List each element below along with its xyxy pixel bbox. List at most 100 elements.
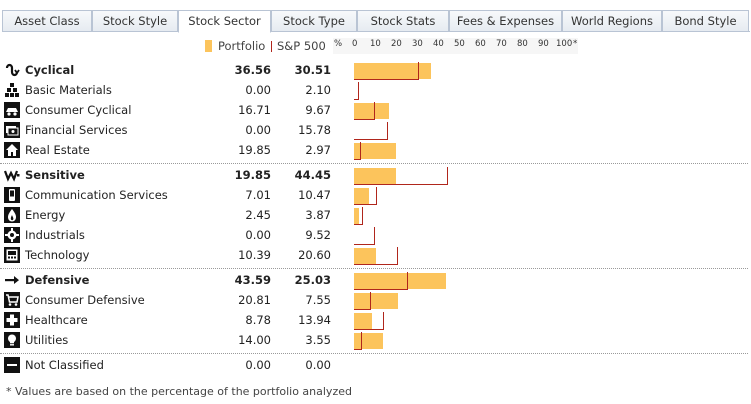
portfolio-value: 16.71 xyxy=(238,103,271,117)
sector-name: Utilities xyxy=(25,333,69,347)
sector-name: Financial Services xyxy=(25,123,128,137)
sector-row-industrials: Industrials 0.00 9.52 xyxy=(4,226,748,246)
benchmark-baseline xyxy=(354,244,374,245)
tab-bond-style[interactable]: Bond Style xyxy=(662,10,749,32)
portfolio-value: 19.85 xyxy=(238,143,271,157)
portfolio-value: 0.00 xyxy=(245,228,271,242)
tab-asset-class[interactable]: Asset Class xyxy=(2,10,92,32)
portfolio-value: 7.01 xyxy=(245,188,271,202)
not-classified-icon xyxy=(4,357,20,373)
benchmark-marker xyxy=(373,227,375,245)
benchmark-marker xyxy=(447,167,449,185)
benchmark-marker xyxy=(374,102,376,120)
basic-materials-icon xyxy=(5,83,19,97)
benchmark-baseline xyxy=(354,99,359,100)
portfolio-value: 0.00 xyxy=(245,358,271,372)
sector-row-real-estate: Real Estate 19.85 2.97 xyxy=(4,141,748,161)
portfolio-value: 2.45 xyxy=(245,208,271,222)
sector-row-financial-services: Financial Services 0.00 15.78 xyxy=(4,121,748,141)
portfolio-value: 8.78 xyxy=(245,313,271,327)
scale-tick: 50 xyxy=(454,39,465,49)
benchmark-baseline xyxy=(354,119,375,120)
benchmark-value: 15.78 xyxy=(298,123,331,137)
utilities-icon xyxy=(4,332,20,348)
portfolio-bar xyxy=(354,143,396,159)
portfolio-bar xyxy=(354,188,369,204)
group-divider xyxy=(0,268,748,269)
tab-stock-style[interactable]: Stock Style xyxy=(92,10,178,32)
benchmark-value: 13.94 xyxy=(298,313,331,327)
energy-icon xyxy=(4,207,20,223)
portfolio-value: 0.00 xyxy=(245,83,271,97)
tab-stock-stats[interactable]: Stock Stats xyxy=(357,10,449,32)
portfolio-value: 36.56 xyxy=(234,63,271,77)
scale-tick: 100 xyxy=(556,39,573,49)
consumer-defensive-icon xyxy=(4,292,20,308)
benchmark-marker xyxy=(418,62,420,80)
tab-world-regions[interactable]: World Regions xyxy=(562,10,662,32)
portfolio-value: 10.39 xyxy=(238,248,271,262)
scale-unit: % xyxy=(334,39,343,49)
tab-fees-expenses[interactable]: Fees & Expenses xyxy=(449,10,562,32)
benchmark-marker xyxy=(369,292,371,310)
healthcare-icon xyxy=(4,312,20,328)
portfolio-bar xyxy=(354,103,390,119)
sector-row-cyclical: Cyclical 36.56 30.51 xyxy=(4,61,748,81)
benchmark-baseline xyxy=(354,159,361,160)
tab-stock-type[interactable]: Stock Type xyxy=(271,10,357,32)
sector-name: Technology xyxy=(25,248,90,262)
sector-name: Defensive xyxy=(25,273,90,287)
scale-tick: 10 xyxy=(370,39,381,49)
portfolio-value: 14.00 xyxy=(238,333,271,347)
sector-name: Cyclical xyxy=(25,63,75,77)
sector-name: Healthcare xyxy=(25,313,88,327)
sector-row-utilities: Utilities 14.00 3.55 xyxy=(4,331,748,351)
scale-tick: 90 xyxy=(538,39,549,49)
sector-row-defensive: Defensive 43.59 25.03 xyxy=(4,271,748,291)
legend-bar: Portfolio S&P 500 % 0 10 20 30 40 50 60 … xyxy=(0,38,751,56)
sector-name: Consumer Cyclical xyxy=(25,103,132,117)
portfolio-legend-label: Portfolio xyxy=(218,39,266,53)
benchmark-value: 2.10 xyxy=(305,83,331,97)
benchmark-baseline xyxy=(354,309,370,310)
benchmark-baseline xyxy=(354,79,419,80)
tab-bar: Asset Class Stock Style Stock Sector Sto… xyxy=(2,10,750,33)
benchmark-baseline xyxy=(354,204,376,205)
benchmark-baseline xyxy=(354,184,448,185)
scale-background xyxy=(333,38,578,54)
scale-asterisk: * xyxy=(573,39,578,49)
portfolio-bar xyxy=(354,333,384,349)
portfolio-bar xyxy=(354,63,431,79)
sector-name: Energy xyxy=(25,208,66,222)
benchmark-baseline xyxy=(354,139,388,140)
sector-row-consumer-defensive: Consumer Defensive 20.81 7.55 xyxy=(4,291,748,311)
benchmark-legend-label: S&P 500 xyxy=(277,39,326,53)
benchmark-marker xyxy=(358,82,360,100)
benchmark-baseline xyxy=(354,264,398,265)
sector-name: Industrials xyxy=(25,228,85,242)
sector-row-basic-materials: Basic Materials 0.00 2.10 xyxy=(4,81,748,101)
benchmark-marker xyxy=(406,272,408,290)
benchmark-value: 3.55 xyxy=(305,333,331,347)
benchmark-marker xyxy=(375,187,377,205)
benchmark-value: 44.45 xyxy=(294,168,331,182)
sector-row-healthcare: Healthcare 8.78 13.94 xyxy=(4,311,748,331)
portfolio-value: 20.81 xyxy=(238,293,271,307)
portfolio-bar xyxy=(354,293,398,309)
benchmark-value: 2.97 xyxy=(305,143,331,157)
sector-row-energy: Energy 2.45 3.87 xyxy=(4,206,748,226)
benchmark-value: 9.67 xyxy=(305,103,331,117)
sector-name: Real Estate xyxy=(25,143,90,157)
benchmark-marker xyxy=(397,247,399,265)
benchmark-swatch xyxy=(271,41,272,52)
tab-stock-sector[interactable]: Stock Sector xyxy=(178,10,271,33)
scale-tick: 60 xyxy=(475,39,486,49)
benchmark-value: 9.52 xyxy=(305,228,331,242)
sector-row-communication-services: Communication Services 7.01 10.47 xyxy=(4,186,748,206)
benchmark-baseline xyxy=(354,349,362,350)
benchmark-value: 20.60 xyxy=(298,248,331,262)
scale-tick: 20 xyxy=(391,39,402,49)
sector-row-consumer-cyclical: Consumer Cyclical 16.71 9.67 xyxy=(4,101,748,121)
sector-row-sensitive: Sensitive 19.85 44.45 xyxy=(4,166,748,186)
portfolio-bar xyxy=(354,208,360,224)
